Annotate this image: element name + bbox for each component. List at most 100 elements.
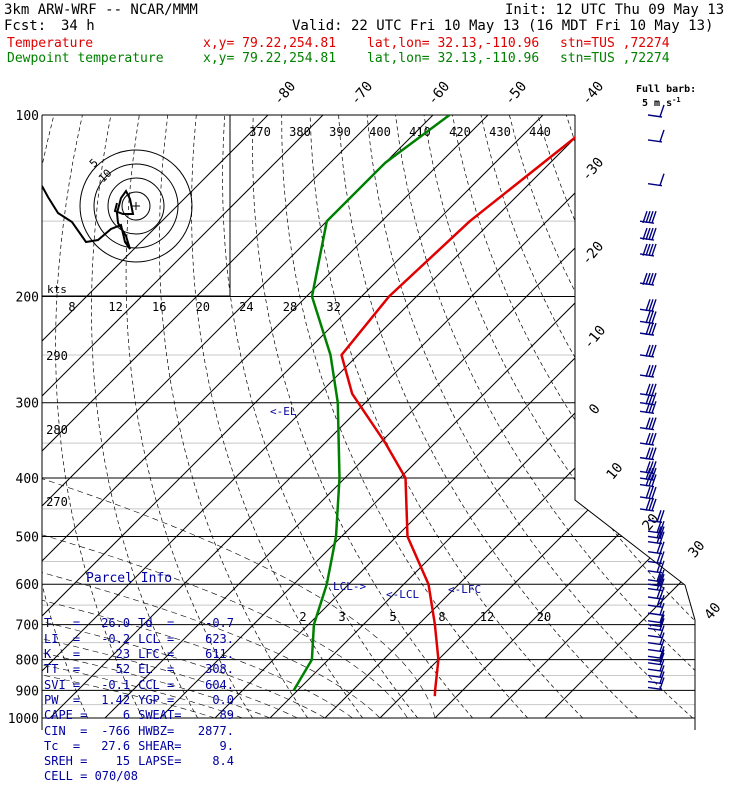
- parcel-info-cell: YGP =: [130, 693, 191, 708]
- hodograph-units-label: kts: [47, 283, 67, 296]
- level-marker-label: LCL->: [333, 580, 366, 593]
- hodograph-trace: [42, 186, 133, 249]
- mixing-ratio-label: 8: [438, 610, 445, 624]
- wind-barb: [640, 299, 656, 311]
- wind-legend-title: Full barb:: [636, 84, 696, 95]
- pressure-label: 800: [16, 654, 39, 669]
- theta-label: 420: [449, 125, 471, 139]
- isotherm-label: -60: [425, 79, 454, 109]
- parcel-info-cell: SWEAT=: [130, 708, 191, 723]
- parcel-info-cell: SHEAR=: [130, 739, 191, 754]
- isotherm-label: 10: [603, 460, 626, 483]
- parcel-info-cell: CIN =: [44, 724, 91, 739]
- isotherm-line: [325, 115, 740, 718]
- parcel-info-cell: 1.42: [91, 693, 130, 708]
- wind-barb: [640, 499, 656, 511]
- mixing-ratio-label: 12: [108, 300, 122, 314]
- pressure-label: 100: [16, 109, 39, 124]
- parcel-info-cell: 15: [91, 754, 130, 769]
- mixing-ratio-label: 8: [68, 300, 75, 314]
- theta-label: 280: [46, 423, 68, 437]
- isotherm-label: -30: [579, 155, 608, 185]
- wind-barb: [640, 448, 656, 460]
- dry-adiabat-line: [566, 115, 740, 718]
- pressure-label: 600: [16, 578, 39, 593]
- parcel-info-cell: TT =: [44, 662, 91, 677]
- parcel-info-cell: 6: [91, 708, 130, 723]
- theta-label: 270: [46, 495, 68, 509]
- wind-barb: [640, 418, 656, 430]
- pressure-label: 500: [16, 530, 39, 545]
- dry-adiabat-line: [509, 115, 740, 718]
- hodograph-center-mark: [132, 202, 140, 210]
- dry-adiabat-line: [424, 115, 740, 718]
- parcel-info-row: CELL = 070/08: [44, 769, 234, 784]
- parcel-info-cell: 0.0: [191, 693, 234, 708]
- parcel-info-cell: -766: [91, 724, 130, 739]
- mixing-ratio-label: 28: [283, 300, 297, 314]
- parcel-info-cell: PW =: [44, 693, 91, 708]
- mixing-ratio-label: 24: [239, 300, 253, 314]
- isotherm-line: [160, 115, 740, 718]
- parcel-info-cell: 52: [91, 662, 130, 677]
- dry-adiabat-line: [481, 115, 740, 718]
- level-marker-label: <-LFC: [448, 583, 481, 596]
- wind-barb: [640, 487, 656, 499]
- isotherm-label: -20: [579, 239, 608, 269]
- theta-label: 290: [46, 349, 68, 363]
- dry-adiabat-line: [595, 115, 740, 718]
- dry-adiabat-line: [680, 115, 740, 718]
- theta-label: 380: [289, 125, 311, 139]
- parcel-info-cell: EL =: [130, 662, 191, 677]
- parcel-info-cell: -0.2: [91, 632, 130, 647]
- right-boundary-line: [575, 115, 695, 730]
- parcel-info-cell: Tc =: [44, 739, 91, 754]
- isotherm-label: -50: [502, 79, 531, 109]
- parcel-info-cell: LFC =: [130, 647, 191, 662]
- parcel-info-cell: LCL =: [130, 632, 191, 647]
- wind-barb: [640, 311, 656, 323]
- level-marker-label: <-LCL: [386, 588, 419, 601]
- parcel-info-cell: 308.: [191, 662, 234, 677]
- theta-label: 440: [529, 125, 551, 139]
- parcel-info-cell: 8.4: [191, 754, 234, 769]
- parcel-info-cell: CELL = 070/08: [44, 769, 148, 784]
- pressure-label: 300: [16, 397, 39, 412]
- dry-adiabat-line: [652, 115, 740, 718]
- parcel-info-cell: 89: [191, 708, 234, 723]
- wind-legend: Full barb:5 m s-1: [636, 84, 696, 109]
- parcel-info-cell: 2877.: [191, 724, 234, 739]
- parcel-info-cell: 27.6: [91, 739, 130, 754]
- theta-label: 370: [249, 125, 271, 139]
- parcel-info-cell: K =: [44, 647, 91, 662]
- level-marker-label: <-EL: [270, 405, 297, 418]
- wind-barb: [640, 461, 656, 473]
- parcel-info-cell: -0.1: [91, 678, 130, 693]
- wind-barb: [648, 130, 664, 142]
- wind-barb: [640, 244, 656, 256]
- parcel-info-cell: [171, 769, 209, 784]
- parcel-info-cell: SREH =: [44, 754, 91, 769]
- isotherm-label: -80: [271, 79, 300, 109]
- isotherm-line: [490, 115, 740, 718]
- isotherm-label: 30: [685, 538, 708, 561]
- parcel-info-cell: SVI =: [44, 678, 91, 693]
- wind-barb-feather: [660, 130, 664, 142]
- pressure-label: 400: [16, 472, 39, 487]
- parcel-info-cell: LAPSE=: [130, 754, 191, 769]
- mixing-ratio-label: 3: [338, 610, 345, 624]
- wind-barb: [648, 174, 664, 186]
- parcel-info-title: Parcel Info: [44, 571, 234, 586]
- dry-adiabat-line: [396, 115, 740, 718]
- parcel-info-cell: -0.7: [191, 616, 234, 631]
- pressure-label: 900: [16, 684, 39, 699]
- parcel-info-cell: CCL =: [130, 678, 191, 693]
- wind-barb-feather: [660, 174, 664, 186]
- dry-adiabat-line: [623, 115, 740, 718]
